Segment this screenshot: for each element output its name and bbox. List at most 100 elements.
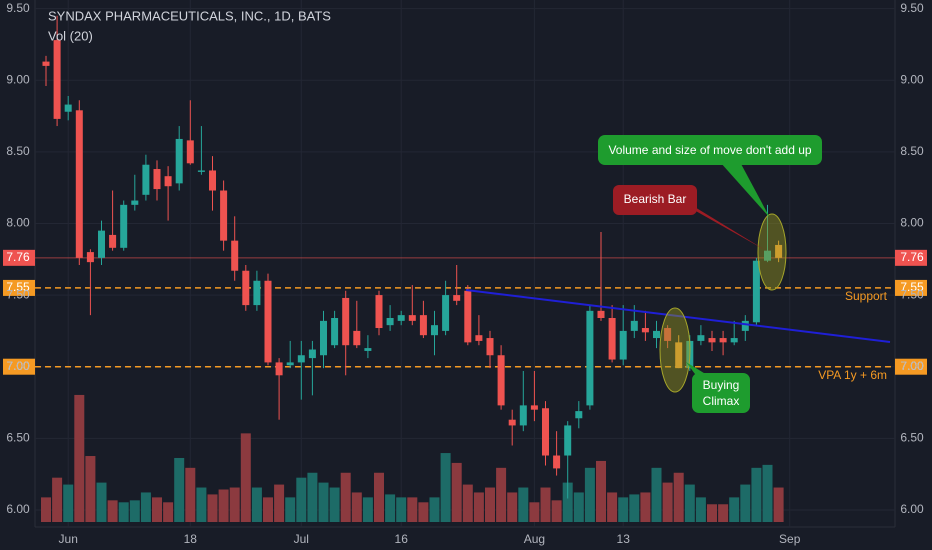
candle-body [42,61,50,66]
volume-bar [485,487,495,522]
candle-body [708,338,716,343]
volume-bar [729,497,740,522]
price-tag [3,358,35,375]
volume-bar [385,494,396,522]
candle-body [664,328,672,341]
volume-bar [218,489,229,522]
candle-body [286,362,294,366]
x-tick-label: Jun [59,532,78,546]
level-label: VPA 1y + 6m [818,368,887,382]
volume-bar [196,487,207,522]
volume-bar [185,467,196,522]
volume-bar [562,482,573,522]
candle-body [619,330,627,360]
candle-body [764,250,771,261]
volume-bar [684,484,695,522]
volume-bar [174,457,185,522]
candle-body [353,330,361,346]
candle-body [719,338,727,343]
volume-bar [296,477,307,522]
candle-body [653,330,660,339]
candle-body [730,338,738,343]
volume-bar [118,502,129,522]
candle-body [697,335,705,341]
candle-body [209,170,216,191]
candle-body [442,295,450,331]
candle-body [308,349,316,359]
y-tick-label: 8.00 [6,216,30,230]
volume-bar [129,500,140,522]
callout-box [598,135,822,165]
callout-text: Volume and size of move don't add up [608,143,811,157]
x-tick-label: Aug [524,532,545,546]
candle-body [86,252,94,263]
volume-bar [440,453,451,522]
candle-body [131,200,139,205]
volume-bar [573,492,584,522]
y-tick-label: 8.50 [6,144,30,158]
candle-body [197,170,205,172]
volume-bar [396,497,407,522]
candle-body [220,190,228,241]
volume-bar [285,497,296,522]
price-tag [895,358,927,375]
price-tag-label: 7.00 [6,359,30,373]
candle-body [564,425,572,456]
highlight-ellipse [757,213,787,291]
candle-body [597,310,605,318]
volume-bar [473,492,484,522]
volume-bar [451,462,462,522]
price-tag [895,279,927,296]
callout-wrap: Buying Climax [702,378,740,408]
candle-body [419,315,427,336]
volume-bar [329,487,340,522]
candle-body [164,176,172,187]
volume-bar [251,487,262,522]
volume-bar [140,492,151,522]
callout-text: Bearish Bar [624,192,687,206]
candle-body [364,348,372,351]
candle-body [375,295,383,329]
price-tag-label: 7.55 [900,280,924,294]
y-tick-label: 6.00 [6,502,30,516]
candle-body [775,244,783,258]
callout-text: Buying Climax [702,378,740,408]
candle-body [397,315,405,321]
y-tick-label: 9.00 [900,72,924,86]
volume-bar [607,492,618,522]
price-tag-label: 7.55 [6,280,30,294]
candle-body [741,320,749,331]
candle-body [109,234,117,248]
candle-body [542,408,549,456]
candle-body [486,338,494,356]
volume-bar [263,497,273,522]
y-tick-label: 8.50 [900,144,924,158]
volume-bar [152,497,162,522]
candle-body [508,419,516,426]
candle-body [608,318,616,360]
y-tick-label: 8.00 [900,216,924,230]
candle-body [297,355,305,363]
volume-bar [418,502,429,522]
candle-body [64,104,72,112]
price-tag-label: 7.76 [6,250,30,264]
volume-bar [551,500,562,522]
candle-body [275,362,283,376]
volume-bar [762,464,773,522]
volume-bar [207,494,218,522]
volume-bar [662,482,673,522]
candle-body [464,290,472,343]
candle-body [186,140,194,164]
candle-body [497,355,505,406]
volume-bar [640,492,651,522]
candle-body [253,280,261,306]
volume-bar [85,456,96,522]
volume-bar [429,497,440,522]
volume-bar [351,492,362,522]
volume-bar [163,502,174,522]
levels-layer: 7.76 7.76 7.55 7.55 Support 7.00 7.00 VPA 1y + … [3,249,927,382]
volume-bar [751,467,762,522]
volume-bar [718,504,729,522]
candle-body [320,320,327,356]
